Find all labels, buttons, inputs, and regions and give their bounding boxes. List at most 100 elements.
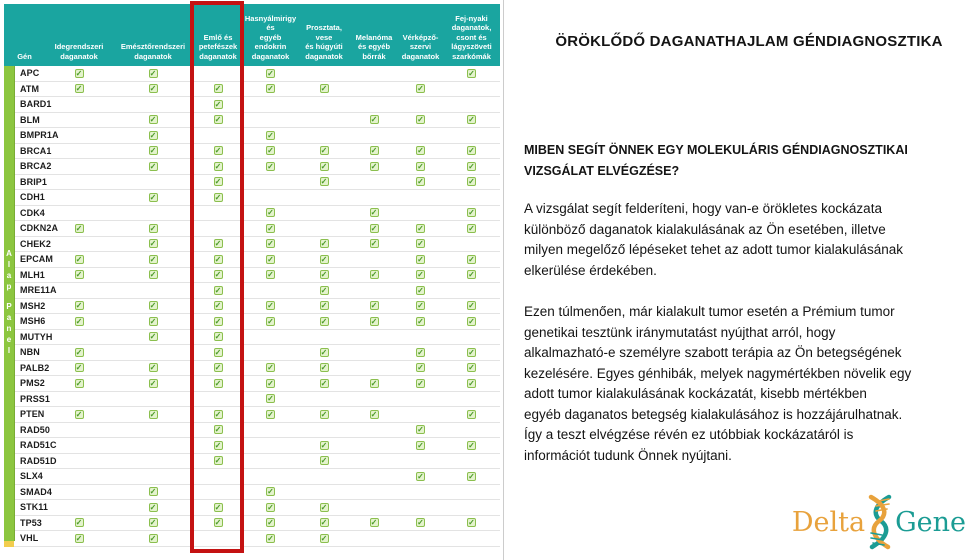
check-cell: ✓ bbox=[113, 516, 193, 531]
gene-name: PRSS1 bbox=[20, 393, 51, 404]
check-cell bbox=[298, 485, 350, 500]
check-icon: ✓ bbox=[467, 208, 476, 218]
check-cell bbox=[350, 66, 398, 81]
check-icon: ✓ bbox=[266, 239, 275, 249]
check-cell: ✓ bbox=[443, 407, 500, 422]
check-cell: ✓ bbox=[45, 299, 113, 314]
check-icon: ✓ bbox=[148, 363, 158, 373]
check-cell bbox=[45, 144, 113, 159]
check-cell: ✓ bbox=[398, 314, 443, 329]
gene-name: TP53 bbox=[20, 517, 42, 528]
check-cell: ✓ bbox=[298, 283, 350, 298]
check-icon: ✓ bbox=[319, 301, 329, 311]
table-row-mutyh: MUTYH ✓ ✓ bbox=[4, 329, 500, 345]
check-cell bbox=[193, 128, 243, 143]
check-icon: ✓ bbox=[266, 487, 275, 497]
check-cell: ✓ bbox=[298, 516, 350, 531]
check-cell bbox=[298, 190, 350, 205]
check-cell bbox=[398, 531, 443, 546]
check-cell: ✓ bbox=[45, 82, 113, 97]
check-icon: ✓ bbox=[319, 378, 329, 388]
check-cell bbox=[45, 469, 113, 484]
check-icon: ✓ bbox=[266, 84, 275, 94]
check-cell bbox=[398, 454, 443, 469]
check-icon: ✓ bbox=[213, 239, 223, 249]
check-icon: ✓ bbox=[213, 316, 223, 326]
check-icon: ✓ bbox=[467, 254, 476, 264]
gene-name: MLH1 bbox=[20, 269, 45, 280]
check-icon: ✓ bbox=[416, 223, 425, 233]
check-cell: ✓ bbox=[193, 97, 243, 112]
check-icon: ✓ bbox=[416, 440, 425, 450]
check-cell bbox=[113, 423, 193, 438]
check-cell: ✓ bbox=[298, 237, 350, 252]
check-cell: ✓ bbox=[113, 376, 193, 391]
check-icon: ✓ bbox=[74, 378, 84, 388]
check-icon: ✓ bbox=[266, 316, 275, 326]
check-cell bbox=[113, 438, 193, 453]
check-cell: ✓ bbox=[243, 314, 298, 329]
check-cell: ✓ bbox=[398, 82, 443, 97]
check-icon: ✓ bbox=[319, 84, 329, 94]
check-icon: ✓ bbox=[213, 456, 223, 466]
check-cell: ✓ bbox=[193, 407, 243, 422]
check-icon: ✓ bbox=[213, 440, 223, 450]
check-icon: ✓ bbox=[266, 533, 275, 543]
paragraph-1: A vizsgálat segít felderíteni, hogy van-… bbox=[524, 201, 903, 278]
check-cell: ✓ bbox=[350, 299, 398, 314]
check-cell: ✓ bbox=[113, 144, 193, 159]
check-icon: ✓ bbox=[213, 146, 223, 156]
check-cell: ✓ bbox=[443, 361, 500, 376]
gene-name: ATM bbox=[20, 83, 40, 94]
check-cell: ✓ bbox=[398, 345, 443, 360]
check-cell: ✓ bbox=[113, 531, 193, 546]
check-cell bbox=[45, 128, 113, 143]
check-cell bbox=[113, 392, 193, 407]
table-row-pms2: PMS2 ✓ ✓ ✓ ✓ ✓ ✓ ✓ ✓ bbox=[4, 376, 500, 392]
check-icon: ✓ bbox=[266, 208, 275, 218]
check-cell: ✓ bbox=[113, 82, 193, 97]
check-cell: ✓ bbox=[298, 314, 350, 329]
table-header-row: Gén Idegrendszeri daganatok Emésztőrendsze… bbox=[4, 4, 500, 66]
check-cell: ✓ bbox=[443, 516, 500, 531]
check-cell bbox=[350, 531, 398, 546]
check-cell: ✓ bbox=[243, 361, 298, 376]
check-icon: ✓ bbox=[266, 301, 275, 311]
check-icon: ✓ bbox=[213, 285, 223, 295]
check-cell: ✓ bbox=[350, 268, 398, 283]
check-icon: ✓ bbox=[74, 270, 84, 280]
dna-helix-icon bbox=[868, 494, 892, 550]
check-icon: ✓ bbox=[467, 177, 476, 187]
check-icon: ✓ bbox=[74, 347, 84, 357]
check-cell: ✓ bbox=[243, 516, 298, 531]
check-cell bbox=[443, 423, 500, 438]
check-icon: ✓ bbox=[213, 518, 223, 528]
column-header-2: Emésztőrendszeri daganatok bbox=[120, 42, 186, 61]
check-cell bbox=[398, 128, 443, 143]
check-cell bbox=[350, 423, 398, 438]
check-cell: ✓ bbox=[45, 66, 113, 81]
table-row-mlh1: MLH1 ✓ ✓ ✓ ✓ ✓ ✓ ✓ ✓ bbox=[4, 267, 500, 283]
check-icon: ✓ bbox=[148, 332, 158, 342]
check-icon: ✓ bbox=[467, 146, 476, 156]
table-row-smad4: SMAD4 ✓ ✓ bbox=[4, 484, 500, 500]
vertical-divider bbox=[503, 0, 504, 560]
check-icon: ✓ bbox=[148, 130, 158, 140]
table-row-mre11a: MRE11A ✓ ✓ ✓ bbox=[4, 283, 500, 299]
check-icon: ✓ bbox=[369, 270, 379, 280]
check-cell: ✓ bbox=[113, 237, 193, 252]
check-cell: ✓ bbox=[298, 438, 350, 453]
check-cell bbox=[350, 469, 398, 484]
check-icon: ✓ bbox=[416, 518, 425, 528]
gene-name: MSH2 bbox=[20, 300, 46, 311]
check-icon: ✓ bbox=[266, 223, 275, 233]
check-icon: ✓ bbox=[467, 518, 476, 528]
check-cell: ✓ bbox=[298, 361, 350, 376]
table-body: APC ✓ ✓ ✓ ✓ ATM ✓ ✓ ✓ ✓ ✓ ✓ BARD1 ✓ BLM ✓ ✓ ✓ ✓ ✓ BMPR1A ✓ ✓ BR… bbox=[4, 66, 500, 547]
check-cell bbox=[350, 438, 398, 453]
check-cell bbox=[298, 392, 350, 407]
alap-panel-strip: Alap Panel bbox=[4, 66, 15, 541]
check-cell: ✓ bbox=[298, 268, 350, 283]
gene-name: RAD51C bbox=[20, 440, 57, 451]
